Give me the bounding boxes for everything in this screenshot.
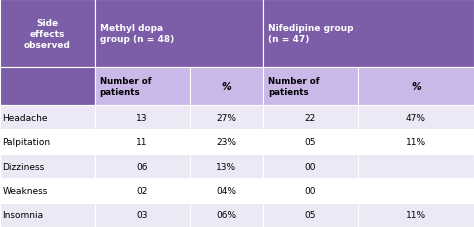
Bar <box>95 154 190 178</box>
Text: 00: 00 <box>305 162 316 171</box>
Bar <box>0 203 95 227</box>
Bar <box>263 203 358 227</box>
Bar <box>0 178 95 203</box>
Text: Number of
patients: Number of patients <box>268 77 319 97</box>
Bar <box>95 0 263 68</box>
Bar <box>95 130 190 154</box>
Bar <box>0 68 95 106</box>
Text: %: % <box>221 82 231 92</box>
Text: Headache: Headache <box>2 113 48 122</box>
Text: 00: 00 <box>305 186 316 195</box>
Bar <box>0 106 95 130</box>
Bar <box>358 130 474 154</box>
Bar <box>190 154 263 178</box>
Bar <box>190 106 263 130</box>
Bar <box>95 68 190 106</box>
Text: Dizziness: Dizziness <box>2 162 45 171</box>
Bar <box>263 178 358 203</box>
Text: 05: 05 <box>305 138 316 146</box>
Text: 13%: 13% <box>216 162 237 171</box>
Text: 02: 02 <box>137 186 148 195</box>
Bar <box>358 178 474 203</box>
Bar <box>190 130 263 154</box>
Bar <box>263 0 474 68</box>
Text: 11%: 11% <box>406 138 426 146</box>
Text: 47%: 47% <box>406 113 426 122</box>
Text: 03: 03 <box>137 210 148 219</box>
Text: Weakness: Weakness <box>2 186 48 195</box>
Text: Side
effects
observed: Side effects observed <box>24 19 71 49</box>
Bar <box>95 203 190 227</box>
Bar <box>358 203 474 227</box>
Bar <box>263 106 358 130</box>
Bar <box>358 154 474 178</box>
Bar <box>190 68 263 106</box>
Text: 27%: 27% <box>216 113 237 122</box>
Bar <box>263 130 358 154</box>
Text: Methyl dopa
group (n = 48): Methyl dopa group (n = 48) <box>100 24 174 44</box>
Bar <box>263 68 358 106</box>
Bar <box>0 0 95 68</box>
Text: Palpitation: Palpitation <box>2 138 51 146</box>
Bar <box>190 178 263 203</box>
Bar <box>95 178 190 203</box>
Bar <box>190 203 263 227</box>
Bar <box>0 130 95 154</box>
Bar <box>263 154 358 178</box>
Text: 11%: 11% <box>406 210 426 219</box>
Text: 23%: 23% <box>216 138 237 146</box>
Bar <box>358 106 474 130</box>
Text: Number of
patients: Number of patients <box>100 77 151 97</box>
Text: 05: 05 <box>305 210 316 219</box>
Text: 11: 11 <box>137 138 148 146</box>
Text: %: % <box>411 82 421 92</box>
Bar <box>95 106 190 130</box>
Text: 13: 13 <box>137 113 148 122</box>
Text: Nifedipine group
(n = 47): Nifedipine group (n = 47) <box>268 24 353 44</box>
Text: 06: 06 <box>137 162 148 171</box>
Text: 04%: 04% <box>216 186 237 195</box>
Bar <box>358 68 474 106</box>
Text: 22: 22 <box>305 113 316 122</box>
Text: 06%: 06% <box>216 210 237 219</box>
Text: Insomnia: Insomnia <box>2 210 44 219</box>
Bar <box>0 154 95 178</box>
